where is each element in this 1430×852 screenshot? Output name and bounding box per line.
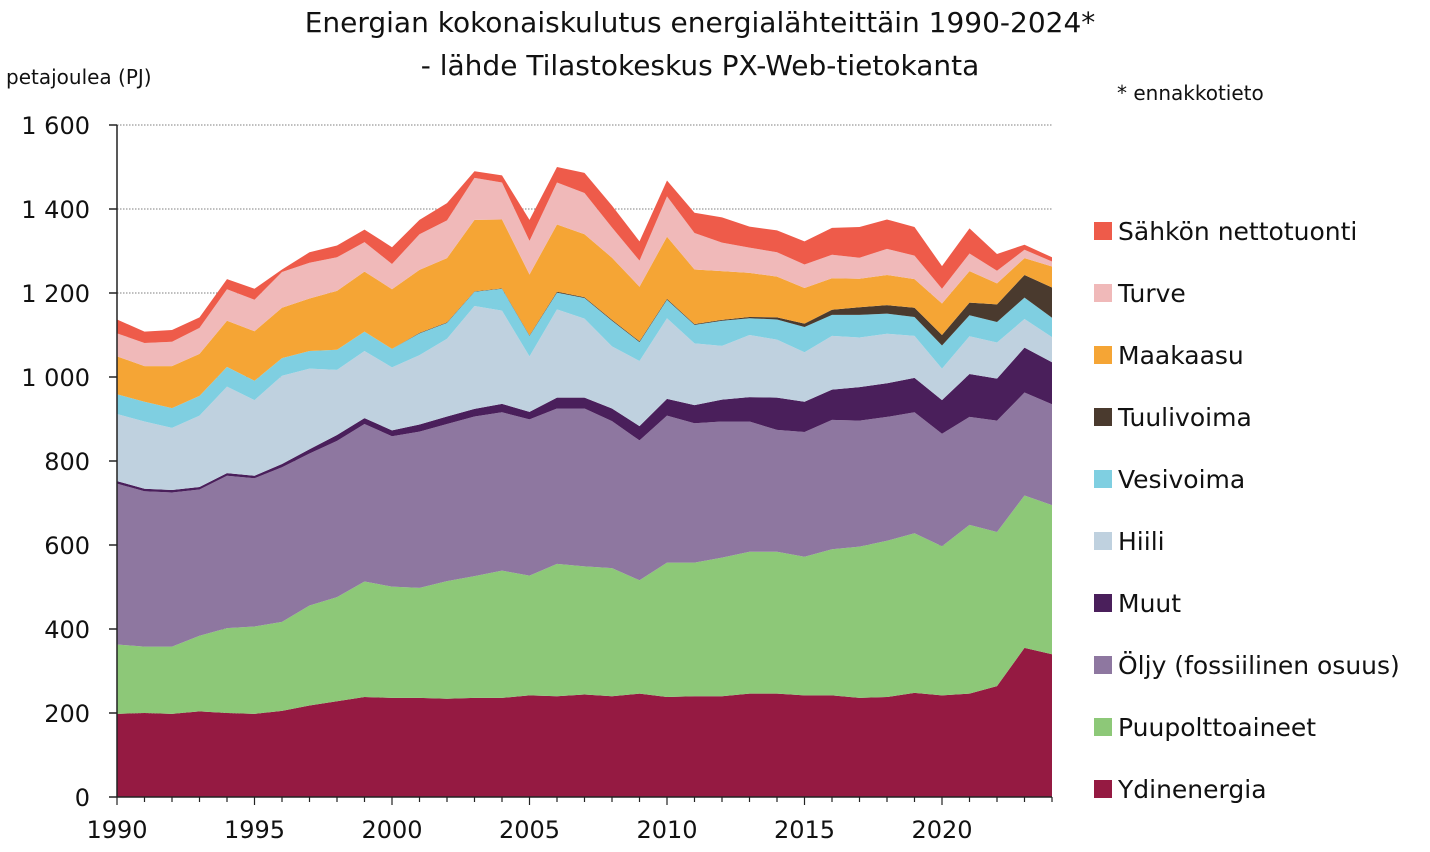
y-tick-label: 0 <box>75 784 90 812</box>
legend-swatch <box>1094 656 1112 674</box>
x-tick-label: 1995 <box>224 816 285 844</box>
legend-swatch <box>1094 408 1112 426</box>
legend-label: Maakaasu <box>1118 341 1244 370</box>
area-series-sähkön-nettotuonti <box>117 167 1052 343</box>
y-tick-label: 1 400 <box>21 196 90 224</box>
legend: Sähkön nettotuonti Turve Maakaasu Tuulivoim… <box>1094 217 1400 804</box>
legend-swatch <box>1094 470 1112 488</box>
y-tick-labels: 0 200 400 600 800 1 000 1 200 1 400 1 600 <box>21 112 117 812</box>
legend-swatch <box>1094 780 1112 798</box>
x-tick-label: 2000 <box>361 816 422 844</box>
x-tick-label: 2010 <box>636 816 697 844</box>
legend-swatch <box>1094 222 1112 240</box>
legend-label: Sähkön nettotuonti <box>1118 217 1357 246</box>
area-series-ydinenergia <box>117 647 1052 797</box>
area-series <box>117 167 1052 797</box>
legend-swatch <box>1094 594 1112 612</box>
legend-swatch <box>1094 346 1112 364</box>
legend-label: Ydinenergia <box>1117 775 1267 804</box>
y-tick-label: 200 <box>44 700 90 728</box>
chart-subtitle: - lähde Tilastokeskus PX-Web-tietokanta <box>421 49 980 82</box>
y-tick-label: 600 <box>44 532 90 560</box>
x-tick-label: 2015 <box>774 816 835 844</box>
area-series-maakaasu <box>117 219 1052 409</box>
preliminary-note: * ennakkotieto <box>1117 81 1264 105</box>
y-tick-label: 1 000 <box>21 364 90 392</box>
area-series-hiili <box>117 306 1052 490</box>
y-tick-label: 1 600 <box>21 112 90 140</box>
x-tick-label: 2005 <box>499 816 560 844</box>
x-tick-label: 1990 <box>86 816 147 844</box>
legend-label: Puupolttoaineet <box>1118 713 1316 742</box>
legend-label: Muut <box>1118 589 1181 618</box>
legend-swatch <box>1094 718 1112 736</box>
y-tick-label: 1 200 <box>21 280 90 308</box>
legend-swatch <box>1094 532 1112 550</box>
chart-title: Energian kokonaiskulutus energialähteitt… <box>305 6 1096 39</box>
x-tick-labels: 1990 1995 2000 2005 2010 2015 2020 <box>86 797 1053 844</box>
x-tick-label: 2020 <box>911 816 972 844</box>
area-series-turve <box>117 177 1052 367</box>
legend-swatch <box>1094 284 1112 302</box>
legend-label: Turve <box>1117 279 1186 308</box>
y-tick-label: 800 <box>44 448 90 476</box>
legend-label: Vesivoima <box>1118 465 1245 494</box>
legend-label: Hiili <box>1118 527 1165 556</box>
area-series-öljy-fossiilinen-osuus- <box>117 392 1052 647</box>
area-series-puupolttoaineet <box>117 495 1052 714</box>
y-tick-label: 400 <box>44 616 90 644</box>
legend-label: Öljy (fossiilinen osuus) <box>1118 651 1400 680</box>
area-series-vesivoima <box>117 288 1052 428</box>
y-axis-label: petajoulea (PJ) <box>6 65 152 89</box>
legend-label: Tuulivoima <box>1117 403 1252 432</box>
